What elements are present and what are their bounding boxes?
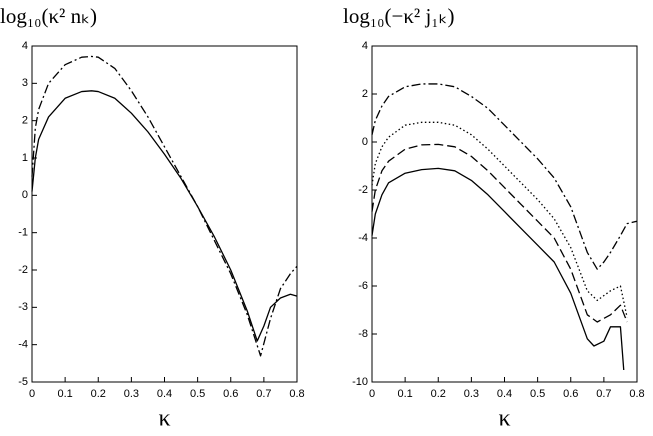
x-tick-label: 0.2: [91, 388, 106, 400]
data-line: [31, 55, 298, 357]
x-tick-label: 0: [369, 388, 375, 400]
y-tick-label: 4: [362, 40, 368, 52]
data-line: [371, 167, 625, 371]
x-tick-label: 0.5: [190, 388, 205, 400]
y-tick-label: -10: [352, 376, 368, 388]
x-tick-label: 0.4: [497, 388, 512, 400]
x-tick-label: 0: [29, 388, 35, 400]
chart-title: log₁₀(−κ² j₁ₖ): [343, 4, 455, 28]
x-axis-label: κ: [158, 406, 170, 432]
x-tick-label: 0.1: [57, 388, 72, 400]
data-line: [31, 90, 298, 342]
x-tick-label: 0.8: [289, 388, 304, 400]
x-tick-label: 0.7: [256, 388, 271, 400]
y-tick-label: -1: [18, 227, 28, 239]
x-axis-label: κ: [498, 406, 510, 432]
x-tick-label: 0.2: [431, 388, 446, 400]
y-tick-label: 0: [22, 189, 28, 201]
y-tick-label: -6: [358, 280, 368, 292]
y-tick-label: -2: [358, 184, 368, 196]
x-tick-label: 0.3: [464, 388, 479, 400]
y-tick-label: -2: [18, 264, 28, 276]
chart-title: log₁₀(κ² nₖ): [0, 4, 97, 28]
y-tick-label: 1: [22, 152, 28, 164]
x-tick-label: 0.7: [596, 388, 611, 400]
y-tick-label: 0: [362, 136, 368, 148]
x-tick-label: 0.5: [530, 388, 545, 400]
y-tick-label: -5: [18, 376, 28, 388]
y-tick-label: -4: [18, 339, 28, 351]
data-line: [371, 143, 628, 323]
y-tick-label: 2: [22, 115, 28, 127]
y-tick-label: 2: [362, 88, 368, 100]
y-tick-label: -3: [18, 301, 28, 313]
x-tick-label: 0.1: [397, 388, 412, 400]
x-tick-label: 0.4: [157, 388, 172, 400]
x-tick-label: 0.8: [629, 388, 644, 400]
y-tick-label: -8: [358, 328, 368, 340]
y-tick-label: -4: [358, 232, 368, 244]
data-line: [371, 83, 638, 270]
x-tick-label: 0.6: [223, 388, 238, 400]
x-tick-label: 0.6: [563, 388, 578, 400]
y-tick-label: 4: [22, 40, 28, 52]
x-tick-label: 0.3: [124, 388, 139, 400]
y-tick-label: 3: [22, 77, 28, 89]
